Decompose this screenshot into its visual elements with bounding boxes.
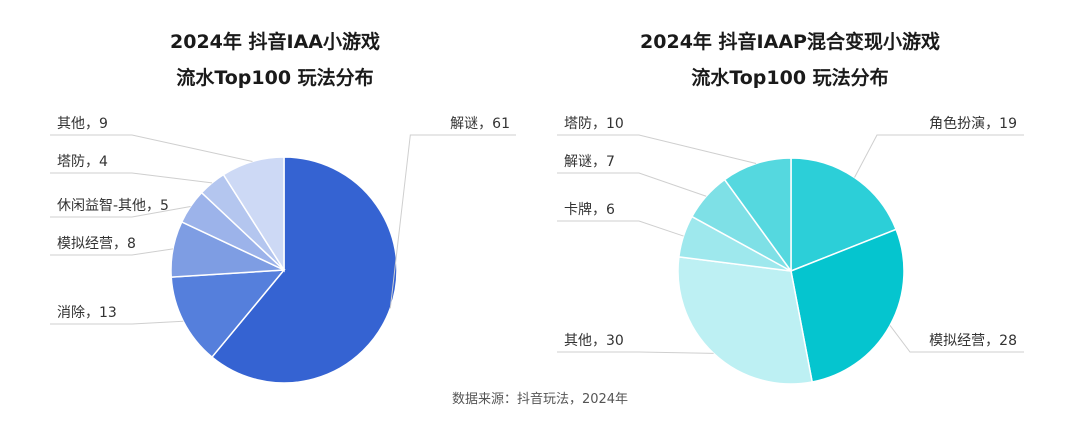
source-note: 数据来源：抖音玩法，2024年: [451, 392, 629, 407]
leader-line-0-0: [389, 134, 516, 309]
leader-line-0-5: [50, 134, 253, 162]
pie-slice-1-5: [723, 157, 792, 274]
slice-label-0-4: 塔防，4: [57, 154, 108, 170]
slice-label-0-3: 休闲益智-其他，5: [57, 198, 169, 214]
leader-line-1-3: [557, 220, 684, 237]
leader-line-1-0: [854, 134, 1024, 178]
leader-line-0-1: [50, 320, 184, 325]
slice-label-1-2: 其他，30: [564, 333, 624, 349]
slice-label-0-5: 其他，9: [57, 116, 108, 132]
leader-line-1-4: [557, 172, 707, 197]
leader-line-1-1: [889, 325, 1024, 353]
left-chart-title-line1: 2024年 抖音IAA小游戏: [170, 31, 380, 53]
leader-line-0-2: [50, 248, 174, 256]
leader-line-1-2: [557, 351, 714, 354]
right-chart-title: 2024年 抖音IAAP混合变现小游戏 流水Top100 玩法分布: [570, 30, 1010, 90]
pie-slice-0-1: [170, 269, 286, 359]
leader-line-0-3: [50, 205, 191, 218]
slice-label-0-2: 模拟经营，8: [57, 236, 136, 252]
slice-label-1-1: 模拟经营，28: [929, 333, 1017, 349]
leader-line-0-4: [50, 172, 213, 184]
left-chart-title: 2024年 抖音IAA小游戏 流水Top100 玩法分布: [55, 30, 495, 90]
pie-slice-0-5: [222, 156, 285, 273]
slice-label-0-1: 消除，13: [57, 305, 117, 321]
left-chart-subtitle: 流水Top100 玩法分布: [176, 67, 374, 89]
pie-slice-1-1: [790, 228, 905, 383]
right-chart-subtitle: 流水Top100 玩法分布: [691, 67, 889, 89]
slice-label-0-0: 解谜，61: [450, 116, 510, 132]
slice-label-1-0: 角色扮演，19: [929, 115, 1017, 132]
pie-slice-1-2: [677, 255, 814, 385]
slice-label-1-4: 解谜，7: [564, 154, 615, 170]
slice-label-1-5: 塔防，10: [564, 116, 624, 132]
slice-label-1-3: 卡牌，6: [564, 201, 615, 218]
right-chart-title-line1: 2024年 抖音IAAP混合变现小游戏: [640, 31, 940, 53]
leader-line-1-5: [557, 134, 757, 165]
